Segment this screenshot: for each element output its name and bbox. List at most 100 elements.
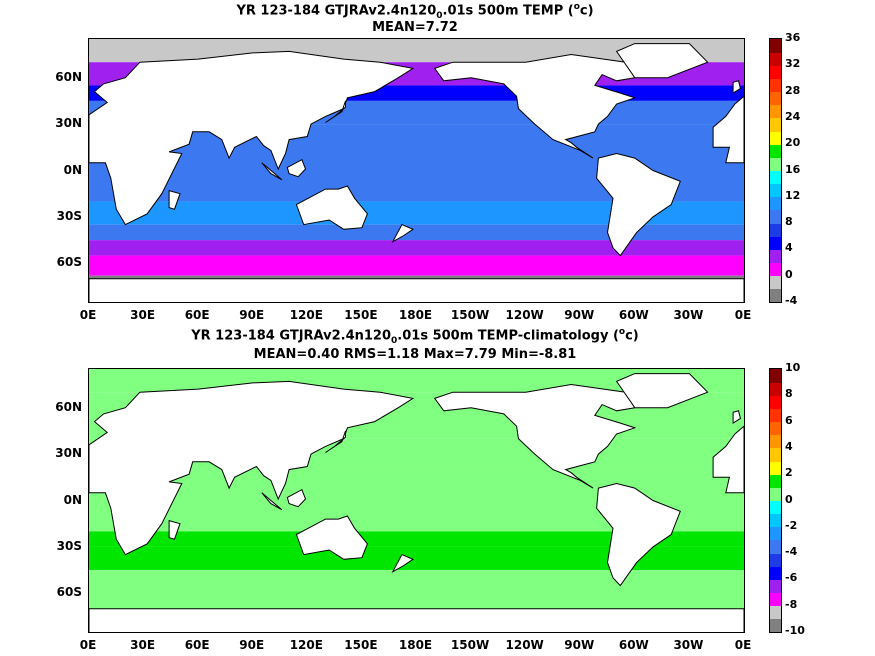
chart-subtitle-2: MEAN=0.40 RMS=1.18 Max=7.79 Min=-8.81 (253, 347, 577, 362)
lon-tick-label: 60W (618, 308, 649, 322)
colorbar-label: 20 (785, 136, 801, 150)
ocean-band (89, 570, 744, 609)
colorbar-segment (770, 408, 781, 423)
lon-tick-label: 180E (398, 308, 433, 322)
lon-tick-label: 30W (673, 638, 704, 652)
colorbar-segment (770, 382, 781, 396)
colorbar-label: -6 (785, 571, 798, 585)
lon-tick-label: 150E (344, 638, 378, 652)
land-mask (89, 278, 744, 302)
land-mask (295, 185, 368, 230)
colorbar-segment (770, 618, 781, 633)
colorbar-segment (770, 434, 781, 449)
colorbar-segment (770, 421, 781, 436)
lat-tick-label: 60S (56, 255, 82, 270)
land-mask (89, 380, 415, 556)
land-mask (732, 410, 741, 425)
ocean-band (89, 240, 744, 256)
lon-tick-label: 120W (505, 638, 544, 652)
colorbar-label: 16 (785, 162, 801, 176)
ocean-band (89, 201, 744, 225)
colorbar-segment (770, 579, 781, 594)
ocean-band (89, 224, 744, 241)
lon-tick-label: 90E (239, 308, 265, 322)
land-mask (168, 519, 181, 540)
colorbar-label: 0 (785, 492, 793, 506)
lon-tick-label: 30E (130, 638, 156, 652)
colorbar-label: 4 (785, 439, 793, 453)
colorbar-segment (770, 553, 781, 567)
colorbar-segment (770, 249, 781, 264)
land-mask (325, 100, 346, 123)
colorbar-segment (770, 592, 781, 607)
land-mask (286, 488, 307, 508)
land-mask (325, 430, 346, 453)
chart-title-2: YR 123-184 GTJRAv2.4n1200.01s 500m TEMP-… (191, 327, 639, 346)
land-mask (615, 43, 709, 79)
colorbar-segment (770, 52, 781, 66)
colorbar-segment (770, 605, 781, 620)
lon-tick-label: 120E (289, 638, 323, 652)
colorbar-segment (770, 144, 781, 158)
land-mask (391, 553, 414, 573)
colorbar-label: -10 (785, 624, 805, 637)
colorbar-segment (770, 104, 781, 119)
colorbar-segment (770, 91, 781, 106)
chart-subtitle-1: MEAN=7.72 (372, 20, 458, 35)
land-mask (732, 80, 741, 95)
colorbar-label: 0 (785, 267, 793, 281)
colorbar-label: 8 (785, 215, 793, 229)
colorbar-segment (770, 566, 781, 580)
lat-tick-label: 30S (56, 538, 82, 553)
lon-tick-label: 0E (734, 308, 752, 322)
anomaly-colorbar (769, 368, 782, 633)
land-mask (596, 482, 681, 587)
colorbar-label: 4 (785, 241, 793, 255)
colorbar-segment (770, 500, 781, 515)
colorbar-segment (770, 183, 781, 198)
colorbar-segment (770, 539, 781, 554)
lon-tick-label: 180E (398, 638, 433, 652)
chart-title-1: YR 123-184 GTJRAv2.4n1200.01s 500m TEMP … (236, 2, 594, 21)
colorbar-segment (770, 288, 781, 303)
colorbar-label: 28 (785, 83, 801, 97)
lon-tick-label: 0E (79, 638, 97, 652)
lat-tick-label: 30N (55, 116, 82, 131)
anomaly-map-plot (89, 369, 744, 632)
ocean-band (89, 531, 744, 547)
anomaly-map (88, 368, 745, 633)
colorbar-segment (770, 526, 781, 541)
lon-tick-label: 60W (618, 638, 649, 652)
colorbar-label: 6 (785, 413, 793, 427)
land-mask (261, 162, 283, 181)
colorbar-label: -2 (785, 518, 798, 532)
lon-tick-label: 30W (673, 308, 704, 322)
lon-tick-label: 90E (239, 638, 265, 652)
land-mask (295, 515, 368, 560)
lon-tick-label: 120W (505, 308, 544, 322)
colorbar-segment (770, 157, 781, 171)
colorbar-label: -8 (785, 597, 798, 611)
colorbar-segment (770, 369, 781, 383)
colorbar-segment (770, 170, 781, 185)
colorbar-segment (770, 513, 781, 528)
colorbar-label: 12 (785, 188, 801, 202)
colorbar-segment (770, 275, 781, 290)
colorbar-segment (770, 262, 781, 277)
colorbar-label: 2 (785, 466, 793, 480)
colorbar-segment (770, 461, 781, 475)
colorbar-segment (770, 131, 781, 145)
lon-tick-label: 0E (734, 638, 752, 652)
lon-tick-label: 0E (79, 308, 97, 322)
land-mask (89, 50, 415, 226)
colorbar-segment (770, 487, 781, 501)
colorbar-segment (770, 209, 781, 224)
lat-tick-label: 0N (63, 162, 82, 177)
temperature-map (88, 38, 745, 303)
land-mask (391, 223, 414, 243)
temperature-map-plot (89, 39, 744, 302)
colorbar-label: 24 (785, 109, 801, 123)
colorbar-segment (770, 65, 781, 79)
lon-tick-label: 60E (184, 308, 210, 322)
lon-tick-label: 120E (289, 308, 323, 322)
